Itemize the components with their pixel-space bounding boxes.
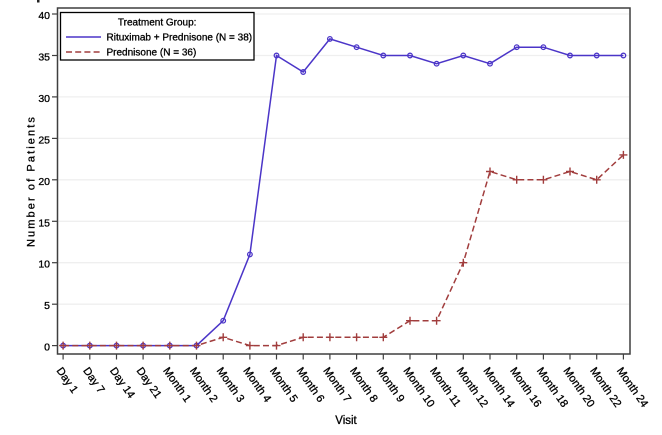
svg-text:0: 0 — [44, 342, 50, 354]
svg-text:5: 5 — [44, 300, 50, 312]
svg-text:Number of Patients: Number of Patients — [26, 115, 38, 247]
svg-text:15: 15 — [38, 217, 50, 229]
svg-text:20: 20 — [38, 176, 50, 188]
svg-text:Day 14: Day 14 — [107, 365, 137, 400]
svg-text:Day 21: Day 21 — [134, 365, 164, 400]
svg-text:Day 1: Day 1 — [54, 365, 80, 395]
svg-text:10: 10 — [38, 259, 50, 271]
svg-text:40: 40 — [38, 10, 50, 22]
svg-text:25: 25 — [38, 134, 50, 146]
svg-text:Day 7: Day 7 — [80, 365, 106, 395]
svg-text:35: 35 — [38, 52, 50, 64]
svg-text:Visit: Visit — [335, 415, 357, 427]
svg-text:Prednisone (N = 36): Prednisone (N = 36) — [107, 48, 197, 59]
svg-text:30: 30 — [38, 93, 50, 105]
svg-text:Rituximab + Prednisone (N = 38: Rituximab + Prednisone (N = 38) — [107, 33, 253, 44]
svg-text:Treatment Group:: Treatment Group: — [118, 18, 197, 29]
